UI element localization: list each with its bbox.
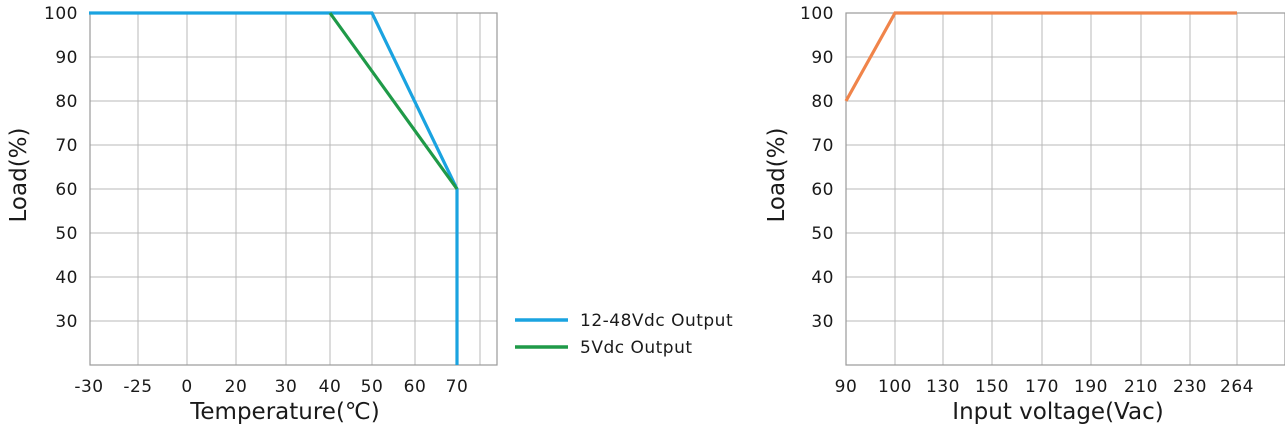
y-tick-label: 80 bbox=[55, 92, 78, 112]
y-tick-label: 100 bbox=[44, 4, 78, 24]
x-tick-label: 230 bbox=[1173, 377, 1207, 397]
input-voltage-derating-chart: 100 90 80 70 60 50 40 30 90 100 130 150 170 190 210 230… bbox=[764, 4, 1285, 425]
x-tick-label: 130 bbox=[926, 377, 960, 397]
y-tick-label: 70 bbox=[55, 136, 78, 156]
y-tick-label: 60 bbox=[55, 180, 78, 200]
x-tick-label: 170 bbox=[1025, 377, 1059, 397]
x-axis-title: Input voltage(Vac) bbox=[952, 399, 1163, 425]
x-tick-label: -30 bbox=[74, 377, 103, 397]
x-tick-label: 0 bbox=[181, 377, 192, 397]
y-tick-label: 80 bbox=[811, 92, 834, 112]
series-line bbox=[328, 12, 459, 190]
x-tick-label: 30 bbox=[275, 377, 298, 397]
y-tick-label: 30 bbox=[55, 312, 78, 332]
y-tick-label: 90 bbox=[811, 48, 834, 68]
x-tick-label: 150 bbox=[975, 377, 1009, 397]
y-axis-title: Load(%) bbox=[6, 128, 32, 223]
x-tick-label: 100 bbox=[878, 377, 912, 397]
x-tick-label: 20 bbox=[225, 377, 248, 397]
x-tick-label: 190 bbox=[1074, 377, 1108, 397]
x-tick-label: -25 bbox=[123, 377, 152, 397]
y-tick-label: 40 bbox=[55, 268, 78, 288]
x-tick-label: 264 bbox=[1220, 377, 1254, 397]
y-tick-label: 50 bbox=[55, 224, 78, 244]
legend-label: 5Vdc Output bbox=[580, 338, 693, 358]
y-tick-label: 40 bbox=[811, 268, 834, 288]
y-tick-label: 70 bbox=[811, 136, 834, 156]
y-tick-label: 100 bbox=[800, 4, 834, 24]
legend-label: 12-48Vdc Output bbox=[580, 311, 733, 331]
x-tick-label: 40 bbox=[319, 377, 342, 397]
x-tick-label: 60 bbox=[404, 377, 427, 397]
x-tick-label: 90 bbox=[835, 377, 858, 397]
series-line bbox=[89, 11, 459, 365]
x-axis-title: Temperature(℃) bbox=[189, 399, 379, 425]
x-tick-label: 70 bbox=[446, 377, 469, 397]
y-tick-label: 90 bbox=[55, 48, 78, 68]
x-tick-label: 50 bbox=[361, 377, 384, 397]
y-tick-label: 50 bbox=[811, 224, 834, 244]
x-tick-label: 210 bbox=[1124, 377, 1158, 397]
temperature-derating-chart: 100 90 80 70 60 50 40 30 -30 -25 0 20 30 40 50 60 70 Temp… bbox=[6, 4, 733, 425]
y-tick-label: 60 bbox=[811, 180, 834, 200]
y-axis-title: Load(%) bbox=[764, 128, 790, 223]
y-tick-label: 30 bbox=[811, 312, 834, 332]
